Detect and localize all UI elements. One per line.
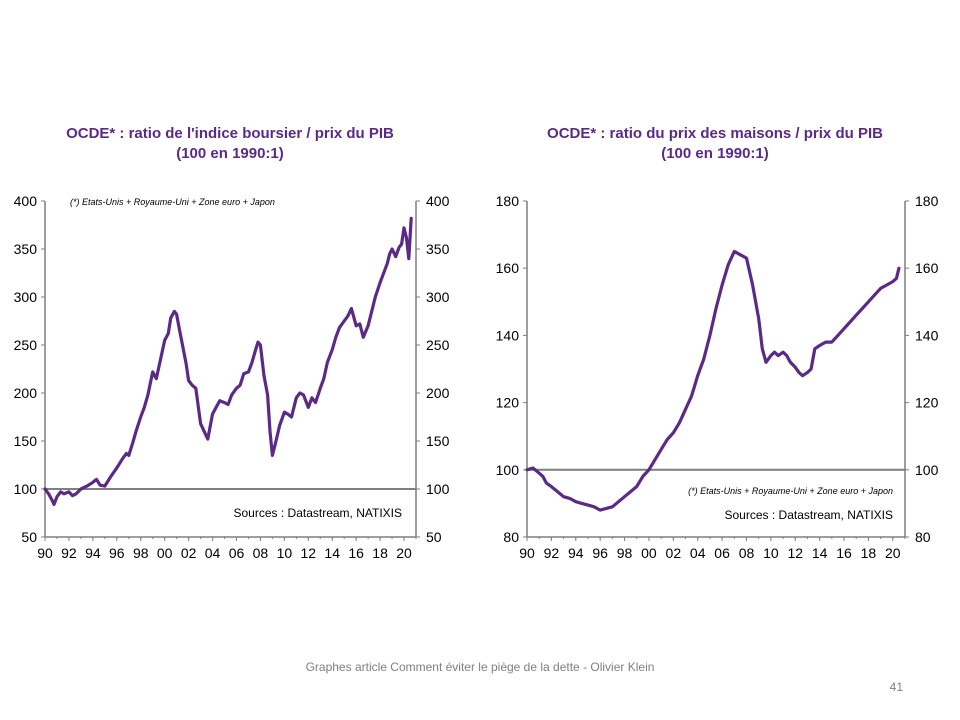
left-x-tick-label: 96	[109, 545, 125, 561]
right-note: (*) Etats-Unis + Royaume-Uni + Zone euro…	[688, 486, 893, 496]
left-x-tick-label: 98	[133, 545, 149, 561]
right-series-line	[525, 249, 901, 512]
left-y-tick-label-right: 100	[426, 481, 450, 497]
left-chart-title-line1: OCDE* : ratio de l'indice boursier / pri…	[66, 125, 394, 142]
right-y-tick-label-right: 80	[915, 529, 931, 545]
right-x-tick-label: 12	[787, 545, 803, 561]
left-x-tick-label: 94	[85, 545, 101, 561]
right-x-tick-label: 10	[763, 545, 779, 561]
right-x-tick-label: 14	[812, 545, 828, 561]
right-x-tick-label: 18	[861, 545, 877, 561]
right-x-tick-label: 90	[519, 545, 535, 561]
left-y-tick-label-left: 250	[14, 337, 38, 353]
right-x-tick-label: 06	[714, 545, 730, 561]
left-x-tick-label: 06	[229, 545, 245, 561]
left-y-tick-label-left: 400	[14, 193, 38, 209]
left-y-tick-label-right: 250	[426, 337, 450, 353]
right-x-tick-label: 98	[617, 545, 633, 561]
left-x-tick-label: 90	[37, 545, 53, 561]
left-x-tick-label: 20	[396, 545, 412, 561]
right-y-tick-label-left: 180	[496, 193, 520, 209]
left-x-tick-label: 00	[157, 545, 173, 561]
right-y-tick-label-left: 100	[496, 462, 520, 478]
left-x-tick-label: 10	[277, 545, 293, 561]
left-y-tick-label-left: 200	[14, 385, 38, 401]
left-x-tick-label: 02	[181, 545, 197, 561]
left-x-tick-label: 16	[348, 545, 364, 561]
slide-footer: Graphes article Comment éviter le piège …	[305, 660, 655, 674]
left-y-tick-label-right: 50	[426, 529, 442, 545]
right-y-tick-label-left: 120	[496, 395, 520, 411]
right-y-tick-label-left: 160	[496, 260, 520, 276]
left-y-tick-label-left: 350	[14, 241, 38, 257]
left-x-tick-label: 08	[253, 545, 269, 561]
right-y-tick-label-left: 80	[503, 529, 519, 545]
left-x-tick-label: 92	[61, 545, 77, 561]
left-y-tick-label-left: 50	[21, 529, 37, 545]
right-y-tick-label-right: 100	[915, 462, 939, 478]
left-x-tick-label: 14	[324, 545, 340, 561]
right-x-tick-label: 16	[836, 545, 852, 561]
left-note: (*) Etats-Unis + Royaume-Uni + Zone euro…	[70, 197, 275, 207]
left-x-tick-label: 12	[301, 545, 317, 561]
left-sources: Sources : Datastream, NATIXIS	[234, 506, 403, 520]
left-y-tick-label-right: 200	[426, 385, 450, 401]
left-y-tick-label-left: 150	[14, 433, 38, 449]
left-y-tick-label-left: 300	[14, 289, 38, 305]
right-chart-title-line1: OCDE* : ratio du prix des maisons / prix…	[547, 125, 883, 142]
right-sources: Sources : Datastream, NATIXIS	[725, 508, 894, 522]
right-x-tick-label: 92	[544, 545, 560, 561]
right-x-tick-label: 04	[690, 545, 706, 561]
right-y-tick-label-right: 120	[915, 395, 939, 411]
right-y-tick-label-left: 140	[496, 327, 520, 343]
left-chart-subtitle: (100 en 1990:1)	[176, 145, 284, 162]
right-y-tick-label-right: 160	[915, 260, 939, 276]
left-y-tick-label-right: 300	[426, 289, 450, 305]
left-y-tick-label-left: 100	[14, 481, 38, 497]
right-chart-subtitle: (100 en 1990:1)	[661, 145, 769, 162]
page-number: 41	[889, 680, 903, 694]
right-y-tick-label-right: 180	[915, 193, 939, 209]
right-x-tick-label: 20	[885, 545, 901, 561]
left-y-tick-label-right: 150	[426, 433, 450, 449]
right-y-tick-label-right: 140	[915, 327, 939, 343]
left-y-tick-label-right: 400	[426, 193, 450, 209]
right-x-tick-label: 02	[666, 545, 682, 561]
left-x-tick-label: 04	[205, 545, 221, 561]
left-x-tick-label: 18	[372, 545, 388, 561]
right-x-tick-label: 96	[592, 545, 608, 561]
left-series-line	[43, 216, 413, 506]
right-x-tick-label: 08	[739, 545, 755, 561]
right-x-tick-label: 00	[641, 545, 657, 561]
right-chart-title: OCDE* : ratio du prix des maisons / prix…	[520, 124, 910, 164]
left-y-tick-label-right: 350	[426, 241, 450, 257]
right-x-tick-label: 94	[568, 545, 584, 561]
left-chart-title: OCDE* : ratio de l'indice boursier / pri…	[40, 124, 420, 164]
